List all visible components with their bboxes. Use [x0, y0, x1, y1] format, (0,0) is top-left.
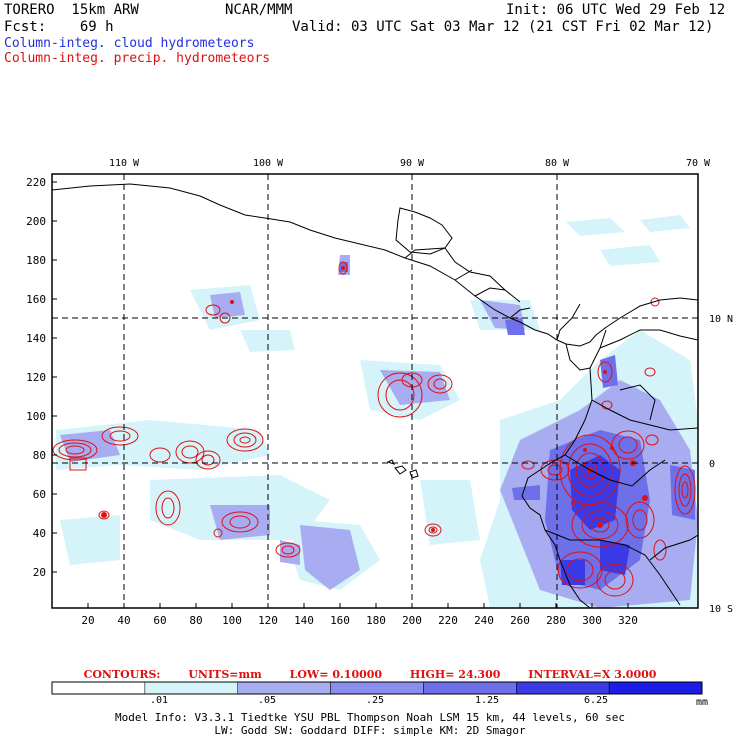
colorbar-label: 1.25 [475, 695, 500, 706]
longitude-label: 100 W [253, 158, 284, 169]
x-tick-label: 60 [153, 614, 166, 627]
latlon-grid [52, 174, 698, 608]
precip-box [69, 457, 87, 471]
contour-label: CONTOURS: [83, 668, 161, 681]
contour-units: UNITS=mm [188, 668, 262, 681]
x-tick-label: 180 [366, 614, 386, 627]
x-tick-label: 80 [189, 614, 202, 627]
cloud-fill-deep [560, 455, 630, 585]
y-tick-label: 20 [33, 566, 46, 579]
x-tick-label: 220 [438, 614, 458, 627]
coastlines [52, 183, 698, 608]
colorbar-segment [423, 681, 517, 695]
x-tick-label: 120 [258, 614, 278, 627]
field-precip-label: Column-integ. precip. hydrometeors [4, 51, 271, 66]
colorbar-segment [330, 681, 424, 695]
x-tick-label: 260 [510, 614, 530, 627]
x-tick-label: 300 [582, 614, 602, 627]
model-info-line1: Model Info: V3.3.1 Tiedtke YSU PBL Thomp… [115, 711, 625, 724]
colorbar-unit: mm [696, 697, 709, 708]
longitude-label: 80 W [545, 158, 570, 169]
colorbar-frame [51, 681, 703, 695]
colorbar [51, 681, 703, 695]
y-tick-label: 100 [26, 410, 46, 423]
contour-info: CONTOURS: UNITS=mm LOW= 0.10000 HIGH= 24… [0, 668, 740, 681]
y-tick-label: 180 [26, 254, 46, 267]
longitude-label: 70 W [686, 158, 711, 169]
longitude-label: 90 W [400, 158, 425, 169]
colorbar-segment [144, 681, 238, 695]
precip-contours [52, 261, 696, 597]
colorbar-label: .25 [366, 695, 385, 706]
field-cloud-label: Column-integ. cloud hydrometeors [4, 36, 255, 51]
colorbar-label: 6.25 [584, 695, 609, 706]
y-tick-label: 80 [33, 449, 46, 462]
x-tick-label: 280 [546, 614, 566, 627]
model-label: TORERO 15km ARW [4, 2, 139, 18]
colorbar-label: .05 [258, 695, 277, 706]
contour-high: HIGH= 24.300 [409, 668, 501, 681]
colorbar-segment [516, 681, 610, 695]
y-tick-label: 220 [26, 176, 46, 189]
org-label: NCAR/MMM [225, 2, 293, 18]
longitude-label: 110 W [109, 158, 140, 169]
y-tick-label: 40 [33, 527, 46, 540]
colorbar-segment [237, 681, 331, 695]
model-info-line2: LW: Godd SW: Goddard DIFF: simple KM: 2D… [214, 724, 526, 737]
latitude-label: 10 N [709, 314, 733, 325]
forecast-hour: Fcst: 69 h [4, 19, 114, 35]
colorbar-label: .01 [150, 695, 169, 706]
colorbar-segment [608, 681, 703, 695]
x-tick-label: 40 [117, 614, 130, 627]
y-tick-label: 120 [26, 371, 46, 384]
plot-frame [51, 173, 699, 609]
x-tick-label: 200 [402, 614, 422, 627]
y-tick-label: 200 [26, 215, 46, 228]
contour-low: LOW= 0.10000 [289, 668, 383, 681]
y-tick-label: 140 [26, 332, 46, 345]
x-tick-label: 140 [294, 614, 314, 627]
x-tick-label: 100 [222, 614, 242, 627]
x-tick-label: 160 [330, 614, 350, 627]
init-time: Init: 06 UTC Wed 29 Feb 12 [506, 2, 726, 18]
latitude-label: 10 S [709, 604, 733, 615]
x-tick-label: 320 [618, 614, 638, 627]
valid-time: Valid: 03 UTC Sat 03 Mar 12 (21 CST Fri … [292, 19, 714, 35]
colorbar-segment [51, 681, 146, 695]
y-tick-label: 60 [33, 488, 46, 501]
x-tick-label: 240 [474, 614, 494, 627]
contour-interval: INTERVAL=X 3.0000 [528, 668, 657, 681]
y-tick-label: 160 [26, 293, 46, 306]
x-tick-label: 20 [81, 614, 94, 627]
latitude-label: 0 [709, 459, 715, 470]
